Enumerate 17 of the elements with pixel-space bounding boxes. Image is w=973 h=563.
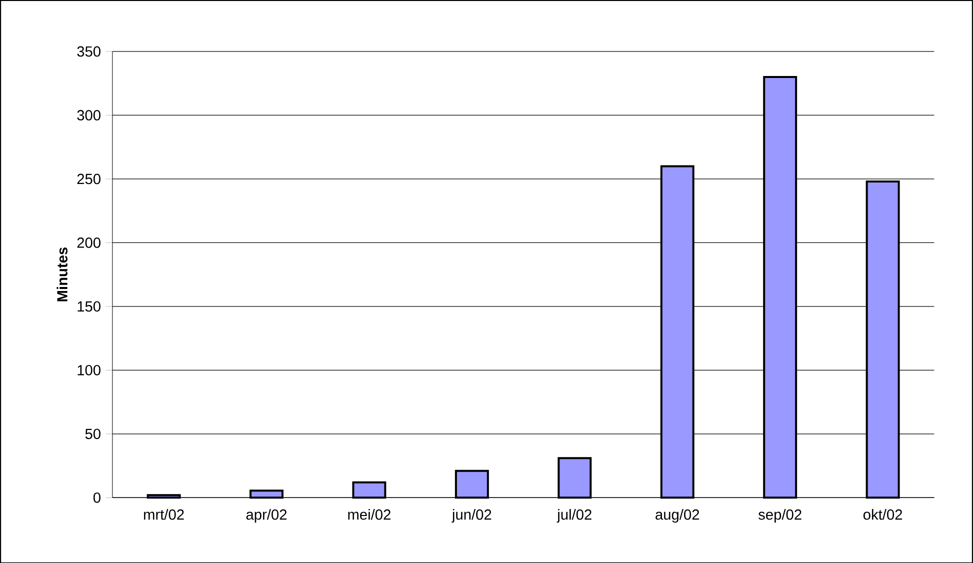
x-tick-label: mrt/02 (144, 508, 184, 520)
y-tick-label: 350 (77, 46, 100, 56)
y-tick-label: 150 (78, 301, 100, 312)
y-tick-label: 250 (77, 174, 100, 184)
x-tick-label: sep/02 (758, 508, 802, 522)
x-tick-label: apr/02 (246, 508, 287, 522)
y-axis-title: Minutes (56, 247, 68, 302)
x-tick-label: jul/02 (556, 508, 592, 522)
x-tick-label: aug/02 (656, 508, 700, 522)
y-tick-label: 50 (85, 428, 100, 439)
x-tick-label: okt/02 (863, 508, 902, 520)
x-tick-label: jun/02 (452, 508, 492, 522)
y-tick-label: 200 (77, 237, 100, 248)
y-tick-label: 300 (77, 110, 100, 120)
x-tick-label: mei/02 (348, 508, 390, 520)
y-tick-label: 0 (93, 492, 100, 503)
y-tick-label: 100 (78, 364, 100, 376)
